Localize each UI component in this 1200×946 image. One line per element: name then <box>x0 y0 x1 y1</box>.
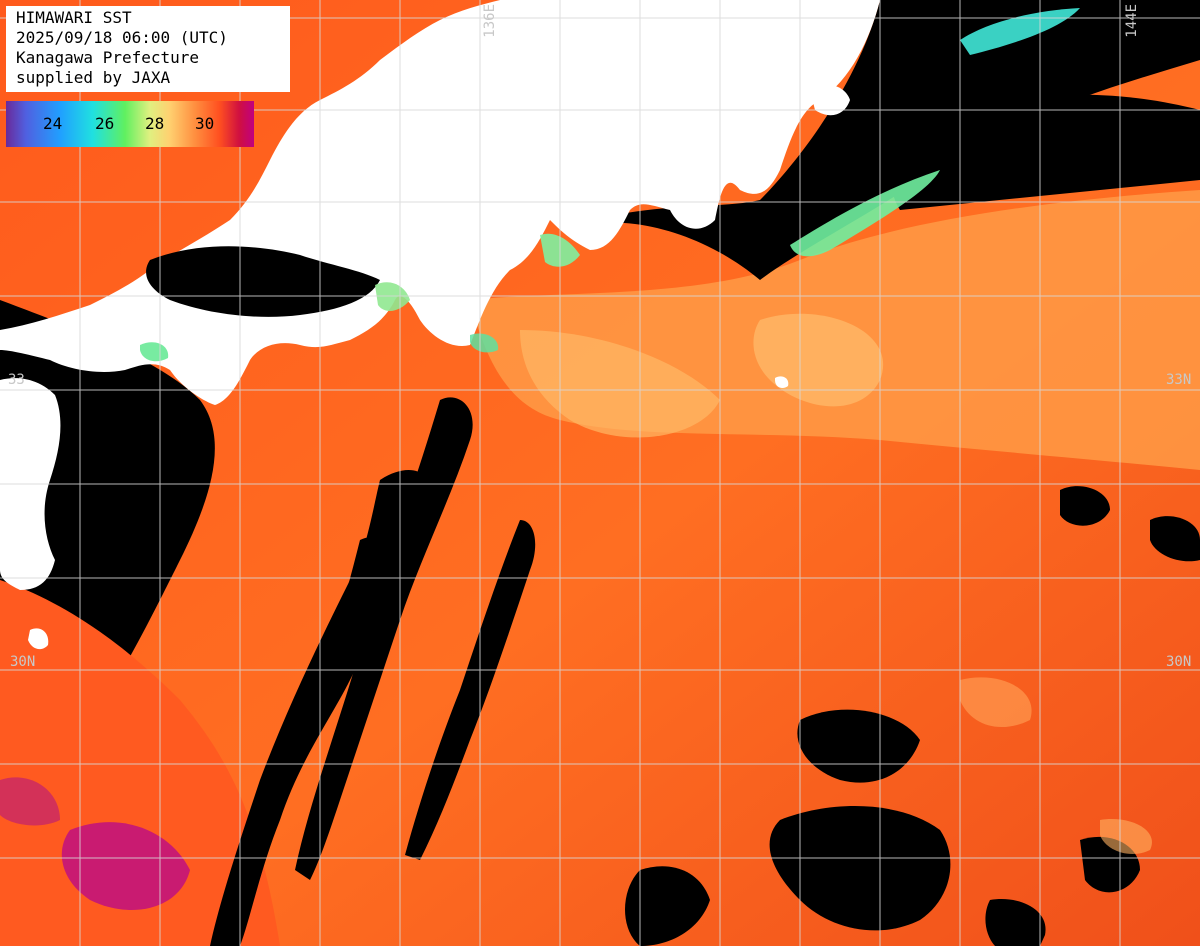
lon-label-144e: 144E <box>1124 4 1140 38</box>
warm-spot-se2 <box>1100 819 1152 855</box>
cool-water-shikoku <box>140 342 169 362</box>
hot-patch-west <box>0 777 60 826</box>
lon-label-136e: 136E <box>482 4 498 38</box>
cloud-blob-se7 <box>985 899 1046 946</box>
map-prefecture: Kanagawa Prefecture <box>16 48 200 67</box>
cloud-mask-northeast <box>891 94 1200 210</box>
cool-water-coast <box>790 170 940 257</box>
land-small-isle <box>775 376 789 388</box>
cloud-blob-se2 <box>769 806 951 931</box>
legend-tick-30: 30 <box>195 114 215 133</box>
map-info-box: HIMAWARI SST 2025/09/18 06:00 (UTC) Kana… <box>6 6 290 92</box>
land-shikoku <box>146 246 380 317</box>
map-title: HIMAWARI SST <box>16 8 132 27</box>
lat-label-33-left: 33 <box>8 372 25 388</box>
map-credit: supplied by JAXA <box>16 68 171 87</box>
cool-water-northeast <box>960 8 1080 55</box>
lat-label-33n-right: 33N <box>1166 372 1192 388</box>
hot-pool-southwest <box>61 822 190 910</box>
sst-color-legend: 24 26 28 30 <box>6 101 254 147</box>
legend-tick-28: 28 <box>145 114 165 133</box>
cool-water-osaka <box>470 333 499 353</box>
map-datetime: 2025/09/18 06:00 (UTC) <box>16 28 228 47</box>
cloud-streak-2 <box>295 397 473 880</box>
land-izu <box>810 84 850 116</box>
legend-tick-26: 26 <box>95 114 115 133</box>
cloud-blob-se5 <box>1150 516 1200 562</box>
cloud-blob-se3 <box>625 866 710 946</box>
land-osumi-island <box>28 628 49 650</box>
legend-tick-24: 24 <box>43 114 63 133</box>
warm-spot-se1 <box>960 677 1032 728</box>
cloud-blob-se4 <box>1060 486 1110 526</box>
cloud-streak-3 <box>405 520 536 860</box>
lat-label-30n-right: 30N <box>1166 654 1192 670</box>
lat-label-30n-left: 30N <box>10 654 36 670</box>
kuroshio-eddy <box>520 330 720 438</box>
cool-water-ise <box>375 282 410 312</box>
